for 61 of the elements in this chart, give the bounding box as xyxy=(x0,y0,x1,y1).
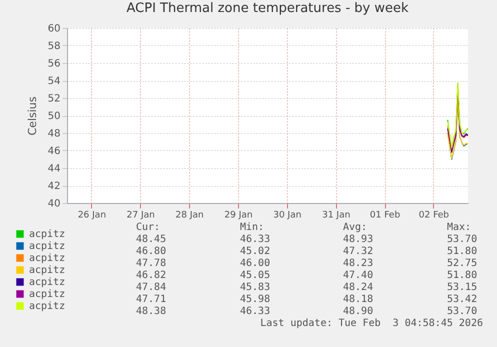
y-tick-label: 42 xyxy=(48,181,60,192)
x-tick-label: 28 Jan xyxy=(176,210,204,220)
text: 52.75 xyxy=(447,258,478,270)
x-tick-label: 29 Jan xyxy=(224,210,253,220)
y-tick-label: 56 xyxy=(48,58,60,70)
text: 48.18 xyxy=(343,294,374,306)
text: 47.32 xyxy=(343,246,374,258)
x-tick-label: 31 Jan xyxy=(322,210,350,220)
text: 53.70 xyxy=(447,306,478,318)
text: 46.82 xyxy=(136,270,166,282)
text: 47.71 xyxy=(136,294,166,306)
y-tick-label: 46 xyxy=(48,146,60,157)
text: 46.80 xyxy=(136,246,166,258)
text: 53.15 xyxy=(447,282,478,294)
legend-label: acpitz xyxy=(29,277,66,288)
text: Max: xyxy=(447,222,472,234)
text: 47.78 xyxy=(136,258,166,270)
text: 48.45 xyxy=(136,234,166,246)
text: Min: xyxy=(240,222,264,234)
text: 46.00 xyxy=(240,258,270,270)
y-tick-label: 48 xyxy=(48,128,60,140)
text: Last update: Tue Feb 3 04:58:45 2026 xyxy=(260,318,483,330)
text: 51.80 xyxy=(447,270,478,282)
text: 48.23 xyxy=(343,258,374,270)
y-tick-label: 40 xyxy=(48,198,60,210)
text: 53.70 xyxy=(447,234,478,246)
y-tick-label: 60 xyxy=(48,24,60,34)
text: 48.38 xyxy=(136,306,166,318)
x-tick-label: 02 Feb xyxy=(418,210,450,220)
y-tick-label: 58 xyxy=(48,41,60,52)
text: 48.24 xyxy=(343,282,374,294)
legend-label: acpitz xyxy=(29,241,66,252)
text: 47.84 xyxy=(136,282,166,294)
text: 45.98 xyxy=(240,294,270,306)
text: 48.90 xyxy=(343,306,374,318)
x-tick-label: 27 Jan xyxy=(126,210,155,220)
legend-label: acpitz xyxy=(29,289,66,300)
text: 53.42 xyxy=(447,294,478,306)
y-tick-label: 54 xyxy=(48,76,60,87)
legend-label: acpitz xyxy=(29,229,66,240)
text: 45.05 xyxy=(240,270,270,282)
legend-label: acpitz xyxy=(29,265,66,276)
text: Avg: xyxy=(343,222,368,234)
legend-label: acpitz xyxy=(29,301,66,312)
y-tick-label: 44 xyxy=(48,164,60,174)
y-tick-label: 50 xyxy=(48,111,60,122)
text: 46.33 xyxy=(240,234,270,246)
legend-label: acpitz xyxy=(29,253,66,264)
text: 47.40 xyxy=(343,270,374,282)
text: 51.80 xyxy=(447,246,478,258)
text: 48.93 xyxy=(343,234,374,246)
text: 45.83 xyxy=(240,282,270,294)
text: 45.02 xyxy=(240,246,270,258)
text: Cur: xyxy=(136,222,160,234)
y-axis-title: Celsius xyxy=(26,96,39,136)
x-tick-label: 30 Jan xyxy=(273,210,302,220)
chart-title: ACPI Thermal zone temperatures - by week xyxy=(126,1,409,16)
text: 46.33 xyxy=(240,306,270,318)
x-tick-label: 01 Feb xyxy=(370,210,400,220)
x-tick-label: 26 Jan xyxy=(78,210,106,220)
y-tick-label: 52 xyxy=(48,94,60,104)
